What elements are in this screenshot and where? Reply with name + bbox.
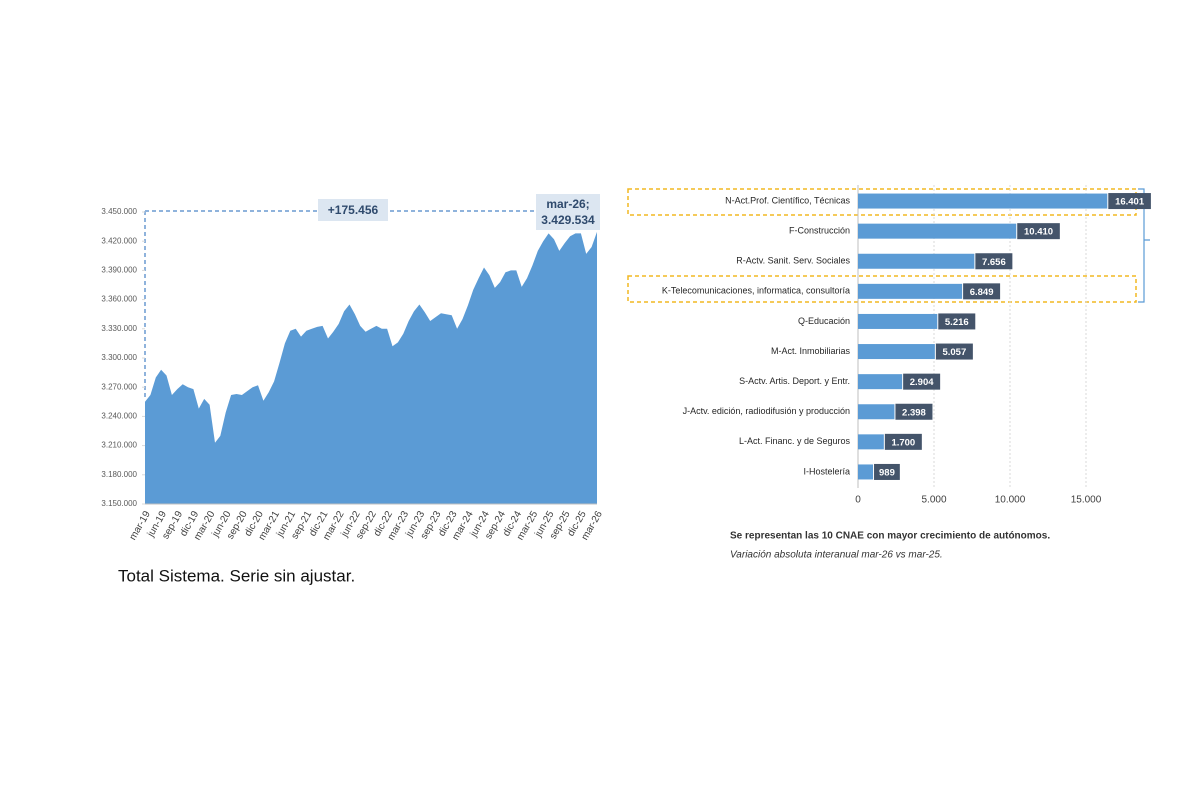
value-label: 7.656: [982, 257, 1006, 268]
x-tick-label: 5.000: [921, 495, 946, 506]
annotation: +175.456: [318, 199, 388, 221]
value-label-bg: [963, 283, 1001, 300]
value-label-bg: [935, 343, 973, 360]
category-label: N-Act.Prof. Científico, Técnicas: [725, 195, 850, 205]
x-tick-label: 0: [855, 495, 861, 506]
value-label: 16.401: [1115, 197, 1145, 208]
value-label: 6.849: [970, 287, 994, 298]
value-label-bg: [895, 403, 933, 420]
y-tick-label: 3.180.000: [101, 470, 137, 479]
category-label: R-Actv. Sanit. Serv. Sociales: [736, 256, 850, 266]
y-tick-label: 3.240.000: [101, 412, 137, 421]
value-label-bg: [884, 433, 922, 450]
value-label: 989: [879, 467, 895, 478]
value-label: 2.904: [910, 377, 934, 388]
area: [145, 231, 597, 504]
bar: [858, 434, 884, 450]
value-label-bg: [903, 373, 941, 390]
y-tick-label: 3.300.000: [101, 353, 137, 362]
category-label: F-Construcción: [789, 226, 850, 236]
y-tick-label: 3.210.000: [101, 441, 137, 450]
value-label-bg: [975, 253, 1013, 270]
bar: [858, 344, 935, 360]
category-label: J-Actv. edición, radiodifusión y producc…: [683, 406, 850, 416]
y-tick-label: 3.330.000: [101, 324, 137, 333]
category-label: Q-Educación: [798, 316, 850, 326]
highlight-box: [627, 275, 1137, 303]
category-label: L-Act. Financ. y de Seguros: [739, 436, 851, 446]
y-tick-label: 3.360.000: [101, 295, 137, 304]
value-label-bg: [1017, 223, 1060, 240]
value-label-bg: [1108, 193, 1151, 210]
value-label: 5.216: [945, 317, 969, 328]
value-label: 10.410: [1024, 227, 1053, 238]
note: Se representan las 10 CNAE con mayor cre…: [730, 531, 1050, 542]
value-label: 2.398: [902, 407, 926, 418]
note: Variación absoluta interanual mar-26 vs …: [730, 550, 943, 561]
category-label: K-Telecomunicaciones, informatica, consu…: [662, 286, 850, 296]
category-label: S-Actv. Artis. Deport. y Entr.: [739, 376, 850, 386]
y-tick-label: 3.270.000: [101, 382, 137, 391]
value-label-bg: [874, 463, 900, 480]
value-label: 5.057: [942, 347, 966, 358]
y-tick-label: 3.420.000: [101, 236, 137, 245]
x-tick-label: 15.000: [1071, 495, 1102, 506]
x-tick-label: 10.000: [995, 495, 1026, 506]
annotation: mar-26; 3.429.534: [536, 194, 600, 230]
y-tick-label: 3.150.000: [101, 499, 137, 508]
value-label: 1.700: [891, 437, 915, 448]
caption: Total Sistema. Serie sin ajustar.: [118, 566, 355, 585]
bar: [858, 193, 1108, 209]
bar: [858, 464, 874, 480]
bar: [858, 283, 963, 299]
bar: [858, 404, 895, 420]
bracket: [1138, 188, 1150, 303]
category-label: I-Hostelería: [803, 466, 850, 476]
bar: [858, 223, 1017, 239]
bar: [858, 374, 903, 390]
y-tick-label: 3.390.000: [101, 266, 137, 275]
bar: [858, 313, 938, 329]
bar: [858, 253, 975, 269]
y-tick-label: 3.450.000: [101, 207, 137, 216]
category-label: M-Act. Inmobiliarias: [771, 346, 851, 356]
value-label-bg: [938, 313, 976, 330]
